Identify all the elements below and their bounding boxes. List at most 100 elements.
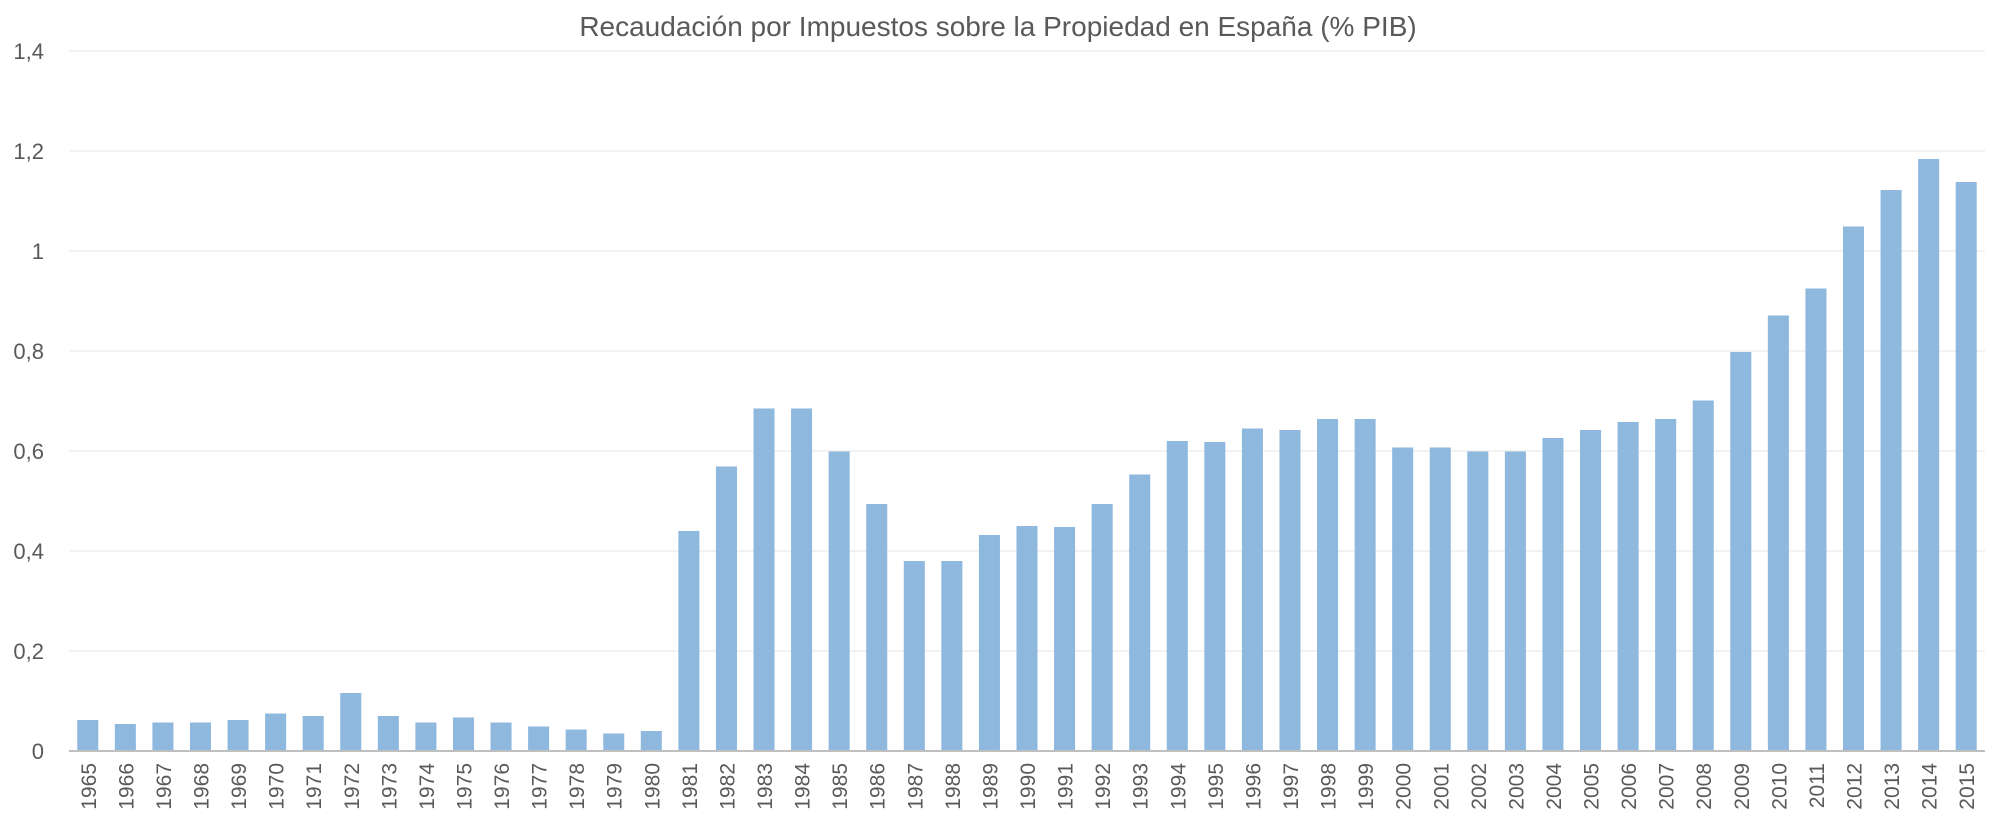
x-tick-label: 1983: [754, 763, 777, 810]
bar-2002: [1467, 451, 1489, 751]
bar-1971: [302, 716, 324, 751]
bar-1995: [1204, 442, 1226, 751]
bar-2011: [1805, 288, 1827, 751]
x-tick-label: 2000: [1393, 763, 1416, 810]
bar-2003: [1504, 451, 1526, 751]
x-tick-label: 1970: [266, 763, 289, 810]
bar-2006: [1617, 422, 1639, 751]
bar-1975: [452, 717, 474, 751]
bar-2005: [1580, 430, 1602, 751]
bar-1966: [114, 724, 136, 751]
bar-2001: [1429, 447, 1451, 751]
bar-1982: [715, 466, 737, 751]
y-axis: 0 0,2 0,4 0,6 0,8 1 1,2 1,4: [13, 39, 44, 764]
x-tick-label: 1984: [792, 763, 815, 810]
bar-1985: [828, 451, 850, 751]
bar-1996: [1241, 428, 1263, 751]
bar-2007: [1655, 419, 1677, 751]
x-tick-label: 1981: [679, 763, 702, 810]
bar-1968: [189, 722, 212, 751]
x-tick-label: 1995: [1205, 763, 1228, 810]
x-tick-label: 1973: [378, 763, 401, 810]
bar-1997: [1279, 430, 1301, 751]
bar-1988: [941, 561, 963, 751]
bar-1979: [603, 733, 625, 751]
bar-1983: [753, 408, 775, 751]
x-tick-label: 1969: [228, 763, 251, 810]
bar-1974: [415, 722, 437, 751]
bar-1970: [265, 713, 287, 751]
bar-1965: [77, 720, 99, 751]
x-tick-label: 1976: [491, 763, 514, 810]
y-tick-label: 1,4: [13, 39, 44, 64]
x-tick-label: 1994: [1167, 763, 1190, 810]
bar-2009: [1730, 352, 1752, 751]
x-tick-label: 2005: [1581, 763, 1604, 810]
bar-1973: [377, 716, 399, 751]
y-tick-label: 1,2: [13, 139, 44, 164]
y-tick-label: 1: [32, 239, 44, 264]
bar-1977: [528, 726, 550, 751]
bar-1976: [490, 722, 512, 751]
x-tick-label: 1968: [190, 763, 213, 810]
bar-1999: [1354, 419, 1376, 751]
bar-1990: [1016, 526, 1038, 751]
x-tick-label: 1974: [416, 763, 439, 810]
bar-2004: [1542, 438, 1564, 751]
y-tick-label: 0,8: [13, 339, 44, 364]
x-tick-label: 1975: [453, 763, 476, 810]
bar-2014: [1918, 159, 1940, 751]
x-tick-label: 2002: [1468, 763, 1491, 810]
bar-1994: [1166, 441, 1188, 751]
x-tick-label: 1998: [1318, 763, 1341, 810]
bar-2010: [1767, 315, 1789, 751]
x-tick-label: 2006: [1618, 763, 1641, 810]
x-tick-label: 2007: [1656, 763, 1679, 810]
x-tick-label: 2008: [1693, 763, 1716, 810]
x-tick-label: 1990: [1017, 763, 1040, 810]
x-tick-label: 1996: [1242, 763, 1265, 810]
bar-1984: [791, 408, 813, 751]
y-tick-label: 0,2: [13, 639, 44, 664]
x-tick-label: 2010: [1768, 763, 1791, 810]
x-tick-label: 1989: [979, 763, 1002, 810]
bar-1967: [152, 722, 174, 751]
x-tick-label: 1979: [604, 763, 627, 810]
bar-2012: [1842, 226, 1865, 751]
x-tick-label: 1967: [153, 763, 176, 810]
bar-2000: [1392, 447, 1414, 751]
bar-2015: [1955, 182, 1977, 751]
bar-1972: [340, 693, 362, 751]
x-tick-label: 1986: [867, 763, 890, 810]
x-tick-label: 2009: [1731, 763, 1754, 810]
bar-1993: [1129, 474, 1151, 751]
x-tick-label: 2011: [1806, 763, 1829, 808]
bar-2013: [1880, 190, 1902, 751]
bar-1969: [227, 720, 249, 751]
bars: [77, 159, 1977, 751]
x-tick-label: 1977: [529, 763, 552, 810]
gridlines: [69, 50, 1985, 652]
x-tick-label: 2015: [1956, 763, 1979, 810]
x-tick-label: 1987: [904, 763, 927, 810]
x-tick-label: 1972: [341, 763, 364, 810]
bar-1987: [903, 561, 925, 751]
bar-1991: [1054, 527, 1076, 751]
x-tick-label: 1971: [303, 763, 326, 810]
x-tick-label: 2012: [1844, 763, 1867, 810]
chart-title: Recaudación por Impuestos sobre la Propi…: [579, 11, 1416, 42]
x-tick-label: 1992: [1092, 763, 1115, 810]
x-tick-label: 1966: [115, 763, 138, 810]
x-tick-label: 2004: [1543, 763, 1566, 810]
x-tick-label: 1993: [1130, 763, 1153, 810]
y-tick-label: 0: [32, 739, 44, 764]
x-tick-label: 1997: [1280, 763, 1303, 810]
x-tick-label: 1985: [829, 763, 852, 810]
bar-2008: [1692, 400, 1714, 751]
x-tick-label: 2001: [1430, 763, 1453, 810]
bar-1998: [1317, 419, 1339, 751]
x-tick-label: 2003: [1505, 763, 1528, 810]
bar-1986: [866, 504, 888, 751]
bar-1989: [978, 535, 1000, 751]
